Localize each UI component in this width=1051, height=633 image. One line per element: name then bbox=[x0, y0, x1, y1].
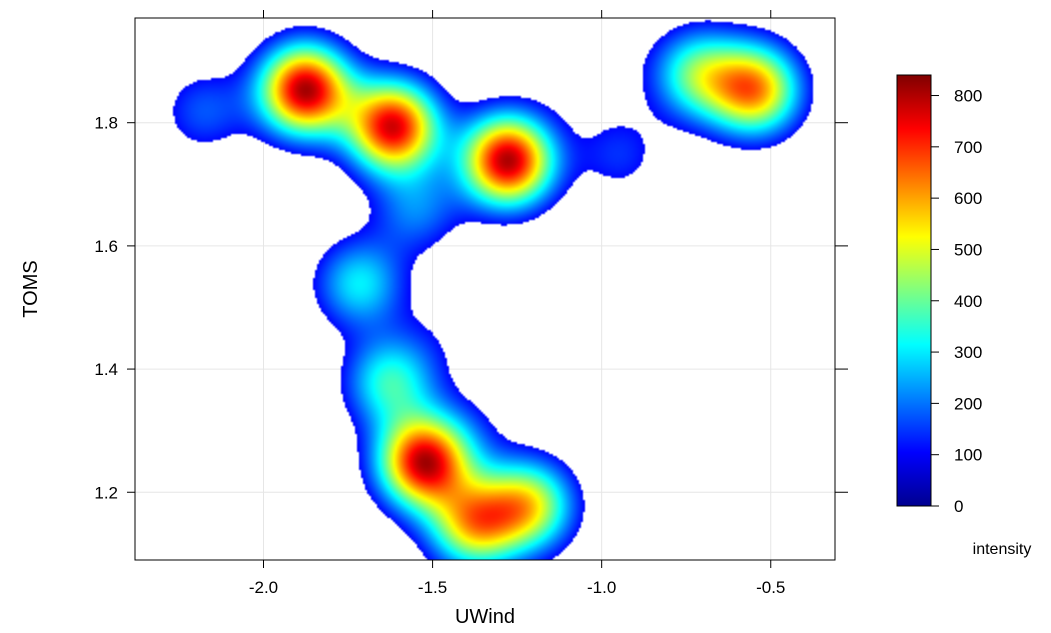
x-axis-title: UWind bbox=[455, 606, 515, 628]
y-tick-label: 1.6 bbox=[94, 237, 118, 256]
y-tick-label: 1.2 bbox=[94, 483, 118, 502]
colorbar-tick-label: 200 bbox=[954, 394, 982, 413]
x-tick-label: -1.0 bbox=[587, 578, 616, 597]
colorbar-tick-label: 300 bbox=[954, 343, 982, 362]
colorbar bbox=[896, 74, 932, 507]
colorbar-title: intensity bbox=[973, 541, 1032, 558]
colorbar-tick-label: 800 bbox=[954, 87, 982, 106]
plot-frame bbox=[134, 17, 836, 561]
y-tick-label: 1.8 bbox=[94, 114, 118, 133]
density-heatmap bbox=[135, 18, 835, 560]
colorbar-tick-label: 600 bbox=[954, 189, 982, 208]
x-tick-label: -2.0 bbox=[249, 578, 278, 597]
x-tick-label: -0.5 bbox=[756, 578, 785, 597]
colorbar-tick-label: 0 bbox=[954, 497, 963, 516]
colorbar-ticks: 0 100 200 300 400 500 600 700 800 bbox=[931, 87, 982, 516]
y-axis-title: TOMS bbox=[20, 260, 42, 317]
colorbar-tick-label: 100 bbox=[954, 446, 982, 465]
colorbar-tick-label: 400 bbox=[954, 292, 982, 311]
colorbar-tick-label: 500 bbox=[954, 240, 982, 259]
axis-ticks: -2.0 -1.5 -1.0 -0.5 1.2 1.4 1.6 1.8 bbox=[94, 10, 848, 597]
y-tick-label: 1.4 bbox=[94, 360, 118, 379]
colorbar-tick-label: 700 bbox=[954, 138, 982, 157]
x-tick-label: -1.5 bbox=[418, 578, 447, 597]
